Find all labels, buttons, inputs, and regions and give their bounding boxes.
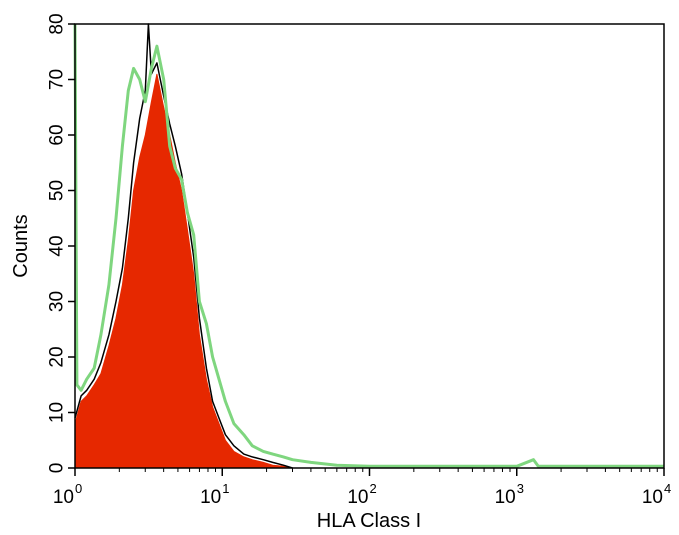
x-tick-label: 10 — [642, 487, 663, 508]
series-layer — [73, 23, 664, 469]
y-tick-label: 70 — [47, 69, 68, 90]
x-tick-exponent: 1 — [222, 481, 229, 496]
black-histogram-outline — [74, 23, 293, 469]
y-tick-label: 0 — [47, 463, 68, 474]
y-tick-label: 10 — [47, 402, 68, 423]
x-tick-label: 10 — [53, 487, 74, 508]
y-tick-label: 40 — [47, 235, 68, 256]
x-tick-exponent: 3 — [517, 481, 524, 496]
green-histogram-outline — [73, 23, 664, 468]
y-tick-label: 80 — [47, 13, 68, 34]
y-tick-label: 60 — [47, 124, 68, 145]
y-tick-label: 20 — [47, 346, 68, 367]
x-tick-exponent: 2 — [370, 481, 377, 496]
filled-histogram-series — [74, 73, 293, 469]
x-tick-label: 10 — [200, 487, 221, 508]
x-tick-exponent: 0 — [75, 481, 82, 496]
x-axis-title: HLA Class I — [317, 510, 421, 532]
y-axis-title: Counts — [10, 214, 32, 277]
x-tick-exponent: 4 — [664, 481, 671, 496]
x-tick-label: 10 — [495, 487, 516, 508]
x-tick-label: 10 — [347, 487, 368, 508]
y-tick-label: 30 — [47, 291, 68, 312]
y-tick-label: 50 — [47, 180, 68, 201]
